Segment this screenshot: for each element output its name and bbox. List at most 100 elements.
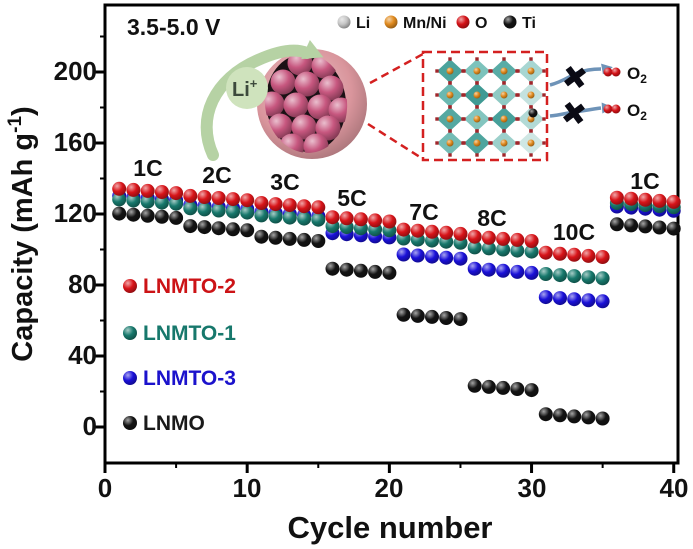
o-vertex-dot bbox=[542, 141, 546, 145]
data-point-lnmo bbox=[624, 218, 639, 233]
mn-ni-site-dot bbox=[446, 139, 454, 147]
o2-label-bottom-sub: 2 bbox=[640, 109, 647, 123]
data-point-lnmo bbox=[638, 219, 653, 234]
o-vertex-dot bbox=[448, 153, 452, 157]
data-point-lnmto-2 bbox=[638, 192, 653, 207]
o-vertex-dot bbox=[542, 69, 546, 73]
cathode-particle bbox=[307, 94, 333, 120]
data-point-lnmo bbox=[140, 208, 155, 223]
mn-ni-site-dot bbox=[527, 67, 535, 75]
data-point-lnmto-1 bbox=[595, 271, 610, 286]
data-point-lnmto-2 bbox=[268, 197, 283, 212]
li-insertion-arrowhead bbox=[301, 39, 324, 60]
data-point-lnmo bbox=[538, 407, 553, 422]
o-vertex-dot bbox=[448, 81, 452, 85]
y-axis-title-main: Capacity (mAh g bbox=[7, 133, 39, 362]
data-point-lnmto-3 bbox=[553, 291, 567, 306]
o-vertex-dot bbox=[502, 153, 506, 157]
data-point-lnmto-3 bbox=[496, 263, 511, 278]
x-axis-title: Cycle number bbox=[287, 510, 492, 545]
data-point-lnmo bbox=[382, 265, 397, 280]
legend-label-lnmto1: LNMTO-1 bbox=[143, 322, 236, 345]
data-point-lnmto-3 bbox=[567, 292, 582, 307]
data-point-lnmto-1 bbox=[496, 242, 511, 257]
cathode-particle bbox=[294, 71, 320, 97]
data-point-lnmto-2 bbox=[112, 181, 127, 196]
o-vertex-dot bbox=[475, 81, 479, 85]
data-point-lnmto-1 bbox=[481, 241, 496, 256]
mn-ni-atom-icon bbox=[384, 15, 398, 29]
data-point-lnmto-3 bbox=[510, 264, 525, 279]
data-point-lnmo bbox=[368, 264, 383, 279]
o-vertex-dot bbox=[462, 141, 466, 145]
data-point-lnmto-2 bbox=[339, 211, 354, 226]
data-point-lnmto-2 bbox=[609, 190, 624, 205]
data-point-lnmto-1 bbox=[311, 212, 326, 227]
ti-atom-label: Ti bbox=[522, 15, 536, 32]
mn-ni-site-dot bbox=[473, 91, 481, 99]
data-point-lnmto-3 bbox=[524, 265, 539, 280]
data-point-lnmto-3 bbox=[481, 262, 496, 277]
data-point-lnmto-1 bbox=[169, 196, 184, 211]
o-vertex-dot bbox=[435, 69, 439, 73]
li-ion-label-sup: + bbox=[250, 76, 258, 91]
o-vertex-dot bbox=[489, 69, 493, 73]
data-point-lnmo bbox=[297, 232, 312, 247]
o2-molecule-icon bbox=[611, 104, 621, 114]
o-vertex-dot bbox=[529, 153, 533, 157]
data-point-lnmo bbox=[425, 309, 439, 324]
data-point-lnmto-1 bbox=[553, 268, 567, 283]
mn-ni-site-dot bbox=[446, 67, 454, 75]
data-point-lnmto-2 bbox=[226, 192, 240, 207]
data-point-lnmto-3 bbox=[538, 290, 553, 305]
rate-labels: 1C 2C 3C 5C 7C 8C 10C 1C bbox=[133, 155, 659, 245]
mn-ni-site-dot bbox=[473, 67, 481, 75]
o2-label-top-main: O bbox=[627, 64, 640, 83]
y-tick-0: 0 bbox=[83, 411, 97, 441]
data-point-lnmo bbox=[311, 234, 326, 248]
y-tick-80: 80 bbox=[68, 269, 97, 299]
data-point-lnmo bbox=[254, 229, 269, 244]
o2-label-top: O2 bbox=[627, 64, 647, 86]
mn-ni-site-dot bbox=[473, 139, 481, 147]
o2-molecule-icon bbox=[603, 104, 613, 114]
data-point-lnmto-2 bbox=[240, 193, 255, 208]
o-vertex-dot bbox=[462, 93, 466, 97]
data-point-lnmto-1 bbox=[581, 270, 596, 285]
data-point-lnmto-2 bbox=[368, 213, 383, 228]
data-point-lnmo bbox=[510, 382, 525, 396]
data-point-lnmto-2 bbox=[481, 230, 496, 245]
y-tick-160: 160 bbox=[54, 127, 97, 157]
mn-ni-site-dot bbox=[446, 91, 454, 99]
data-point-lnmto-2 bbox=[211, 191, 226, 205]
crystal-lattice bbox=[435, 57, 546, 157]
data-point-lnmto-2 bbox=[510, 232, 525, 247]
ti-dopant-dot bbox=[528, 108, 538, 118]
data-point-lnmto-2 bbox=[140, 183, 155, 198]
data-point-lnmo bbox=[268, 230, 283, 245]
atom-legend: Li Mn/Ni O Ti bbox=[337, 15, 536, 32]
data-point-lnmo bbox=[439, 311, 454, 325]
data-point-lnmo bbox=[609, 217, 624, 232]
legend-marker-lnmto3 bbox=[123, 371, 137, 385]
data-point-lnmto-2 bbox=[524, 234, 539, 248]
data-point-lnmto-3 bbox=[581, 293, 596, 308]
data-point-lnmo bbox=[353, 263, 368, 278]
x-tick-0: 0 bbox=[98, 473, 112, 503]
rate-label-3c: 3C bbox=[270, 169, 299, 195]
data-point-lnmto-1 bbox=[268, 209, 283, 224]
legend-marker-lnmo bbox=[123, 416, 137, 430]
data-point-lnmo bbox=[240, 223, 255, 238]
rate-label-8c: 8C bbox=[477, 205, 506, 231]
o-vertex-dot bbox=[475, 105, 479, 109]
cathode-particle bbox=[315, 115, 341, 141]
o-vertex-dot bbox=[529, 57, 533, 61]
cathode-particle bbox=[318, 75, 344, 101]
data-point-lnmto-1 bbox=[297, 211, 312, 226]
mn-ni-site-dot bbox=[446, 115, 454, 123]
data-point-lnmo bbox=[112, 206, 127, 221]
data-point-lnmto-1 bbox=[524, 244, 539, 259]
data-point-lnmto-3 bbox=[453, 251, 468, 266]
data-point-lnmto-2 bbox=[624, 191, 639, 206]
data-point-lnmo bbox=[126, 207, 141, 222]
